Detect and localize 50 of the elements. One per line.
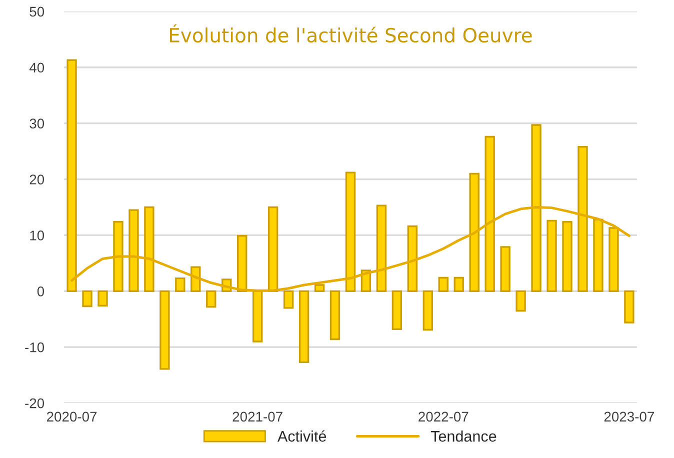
bar [252,290,263,342]
y-tick-label: 50 [30,6,44,17]
line-series [70,206,630,292]
x-tick-label: 2022-07 [418,412,468,422]
bar [454,276,464,292]
y-tick-label: -10 [25,342,44,352]
bar [345,172,356,292]
bar [268,206,278,292]
legend-label: Tendance [430,430,496,442]
x-tick-label: 2021-07 [232,412,282,422]
bar [624,290,634,324]
bar [298,290,310,364]
bar [175,277,186,292]
bar [422,290,433,331]
bar [82,290,92,308]
y-tick-label: 30 [30,118,44,128]
y-tick-label: 40 [29,62,44,73]
bar [546,220,557,292]
bar [160,290,170,370]
bar [578,146,588,292]
text: Évolution de l'activité Second Oeuvre [170,24,532,43]
bar [407,225,418,292]
bar [608,227,619,292]
bar [516,290,526,312]
bar [392,290,402,330]
bar [113,220,124,292]
bar [593,218,604,292]
legend-label: Activité [277,430,326,442]
bar [128,209,139,292]
bar [500,246,510,292]
y-tick-label: 20 [30,174,44,184]
bar [206,290,216,308]
bar [237,234,248,292]
y-tick-label: -20 [25,398,44,408]
bar [469,172,480,292]
bar [283,290,294,309]
bar [66,59,77,292]
x-tick-label: 2023-07 [604,412,654,422]
bar [376,204,387,292]
bar [314,284,325,292]
y-tick-label: 0 [37,286,44,296]
x-tick-label: 2020-07 [46,412,97,422]
bar [531,124,542,292]
bar [330,290,340,340]
bar [438,276,448,292]
y-tick-label: 10 [30,230,44,240]
bar [484,136,495,292]
bar [98,290,108,307]
bar [562,220,572,292]
bar [144,206,154,292]
